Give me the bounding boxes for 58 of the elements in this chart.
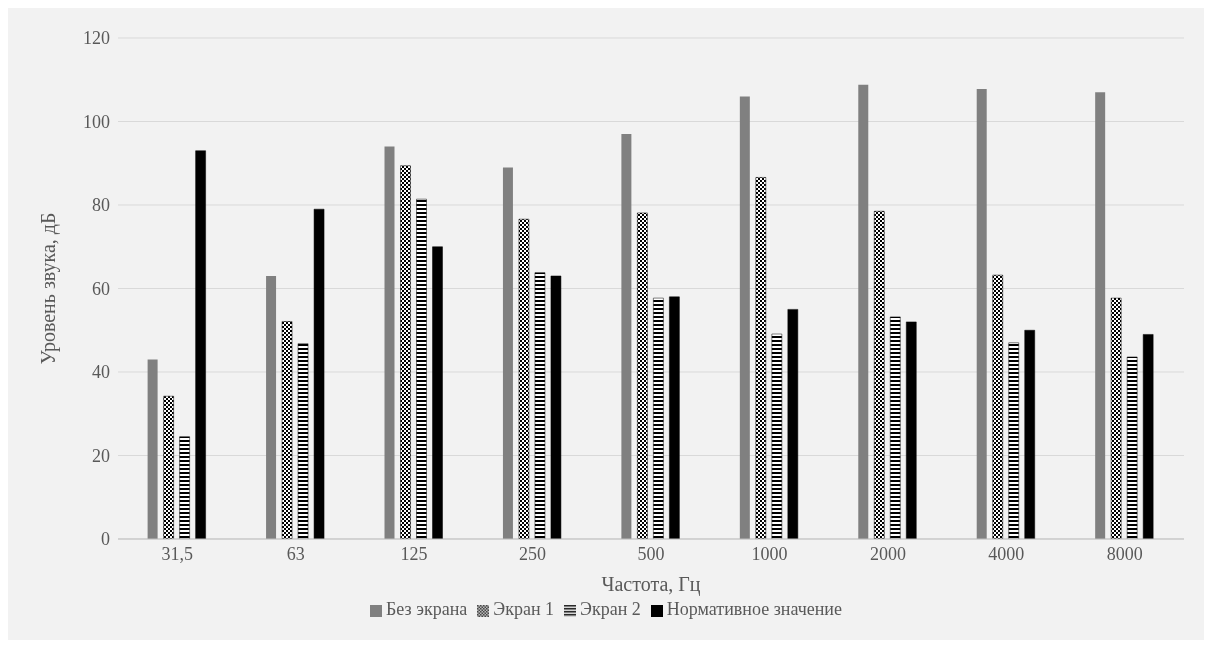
bar [1126, 356, 1138, 539]
bar [416, 198, 427, 539]
bar [976, 88, 987, 539]
legend-label: Нормативное значение [666, 599, 842, 619]
legend-label: Экран 1 [493, 599, 555, 619]
x-tick-label: 31,5 [161, 543, 193, 564]
bar [621, 134, 632, 539]
bar [1024, 330, 1035, 539]
y-tick-label: 100 [83, 111, 110, 132]
x-tick-label: 1000 [751, 543, 788, 564]
bar [858, 84, 869, 539]
bar [432, 246, 443, 539]
bar [771, 333, 783, 539]
x-tick-label: 250 [519, 543, 547, 564]
x-axis-title: Частота, Гц [601, 573, 701, 596]
bar [1110, 297, 1122, 539]
y-tick-label: 20 [92, 445, 110, 466]
y-tick-label: 40 [92, 362, 110, 383]
y-axis-title: Уровень звука, дБ [37, 212, 61, 365]
bar [1095, 92, 1106, 539]
bar [755, 177, 767, 539]
bar [297, 343, 309, 539]
x-tick-label: 4000 [988, 543, 1025, 564]
y-tick-label: 60 [92, 278, 110, 299]
bar [179, 436, 190, 539]
y-tick-label: 0 [101, 529, 110, 550]
bar [787, 309, 799, 539]
x-tick-label: 2000 [869, 543, 906, 564]
bar [992, 274, 1003, 539]
bar [518, 218, 530, 539]
bar [653, 297, 664, 539]
bar [1142, 334, 1154, 539]
bar [534, 272, 546, 539]
y-tick-label: 80 [92, 195, 110, 216]
x-tick-label: 8000 [1106, 543, 1143, 564]
bar [550, 275, 562, 539]
x-tick-label: 125 [400, 543, 428, 564]
bar [163, 395, 174, 539]
bar [739, 96, 750, 539]
bar [502, 167, 513, 539]
bar [266, 275, 277, 539]
bar [669, 296, 680, 539]
bar [313, 208, 325, 539]
bar [637, 212, 648, 539]
bar [874, 211, 885, 539]
legend-label: Без экрана [386, 599, 468, 619]
bar [384, 146, 395, 539]
x-tick-label: 63 [286, 543, 305, 564]
y-tick-label: 120 [83, 28, 110, 49]
bar [195, 150, 206, 539]
bar [400, 165, 411, 539]
x-tick-label: 500 [637, 543, 665, 564]
bar [147, 359, 158, 539]
bar [906, 321, 917, 539]
bar [890, 316, 901, 539]
bar [281, 321, 293, 539]
legend-label: Экран 2 [580, 599, 641, 619]
bar [1008, 342, 1019, 539]
